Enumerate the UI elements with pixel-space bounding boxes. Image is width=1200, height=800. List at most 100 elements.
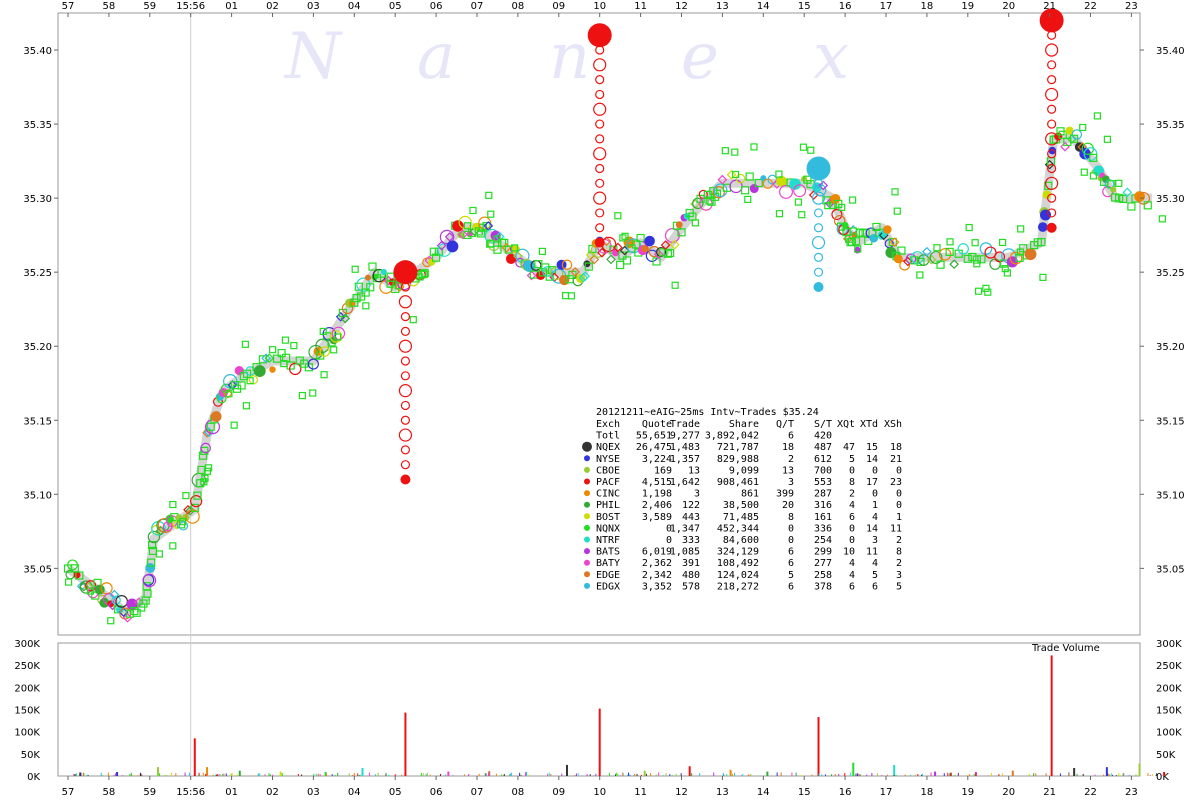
x-tick-label-top: 03 [307,1,320,12]
trade-dot-marker [457,231,465,239]
volume-noise-bar [133,774,135,776]
trade-dot-marker [1065,126,1074,135]
trade-square-marker [616,260,625,270]
volume-noise-bar [488,772,490,776]
spike-quote-ring [1047,119,1057,129]
volume-noise-bar [949,773,951,776]
x-tick-label-bottom: 59 [143,787,156,798]
off-exchange-trade-marker [281,336,289,344]
spike-quote-ring [1047,75,1057,85]
table-cell-exch: EDGX [596,581,620,592]
off-exchange-trade-marker [463,222,472,230]
volume-noise-bar [608,772,610,776]
volume-noise-bar [990,772,992,776]
table-cell-xsh: 11 [890,523,902,534]
volume-noise-bar [357,773,359,776]
off-exchange-trade-marker [916,271,924,279]
trade-dot-marker [1048,146,1057,155]
spike-quote-ring [1045,87,1059,102]
volume-noise-bar [726,774,728,776]
table-cell-st: 378 [814,581,832,592]
x-tick-label-top: 05 [389,1,402,12]
table-header-cell: XTd [860,419,878,430]
trade-square-marker [352,294,361,303]
spike-quote-ring [400,326,411,337]
trade-square-marker [916,257,925,267]
x-tick-label-top: 19 [961,1,974,12]
volume-noise-bar [129,774,131,776]
table-cell-trade: 578 [682,581,700,592]
volume-noise-bar [236,774,238,776]
table-cell-exch: Totl [596,431,620,442]
volume-noise-bar [468,774,470,776]
volume-noise-bar [140,773,142,776]
table-cell-quote: 0 [666,535,672,546]
x-tick-label-top: 02 [266,1,279,12]
diamond-marker [808,190,819,200]
x-tick-label-top: 01 [225,1,238,12]
quote-ring-marker [929,251,943,264]
spike-quote-ring [595,134,605,144]
trade-dot-marker [380,268,387,275]
trade-dot-marker [364,274,371,281]
x-tick-label-bottom: 14 [757,787,770,798]
x-tick-label-top: 15:56 [176,1,205,12]
off-exchange-trade-marker [1103,135,1111,143]
table-cell-xsh: 18 [890,442,902,453]
x-tick-label-top: 13 [716,1,729,12]
table-cell-xtd: 4 [872,558,878,569]
volume-bar [79,772,82,776]
off-exchange-trade-marker [493,235,501,243]
diamond-marker [458,229,468,240]
spike-quote-ring [813,223,824,233]
spike-quote-ring [811,191,826,205]
table-cell-xqt: 0 [849,523,855,534]
x-axis-bottom: 57 58 59 15:56 01 02 03 04 05 06 07 08 09 10 11 12 13 14 1… [62,776,1138,798]
off-exchange-trade-marker [351,265,359,273]
table-cell-share: 124,024 [717,570,759,581]
volume-y-tick-label-left: 0K [27,772,40,783]
off-exchange-trade-marker [621,232,629,240]
spike-low-marker [594,237,605,248]
off-exchange-trade-marker [204,464,213,472]
table-cell-xtd: 5 [872,570,878,581]
table-cell-qt: 5 [788,570,794,581]
x-tick-label-top: 09 [552,1,565,12]
volume-y-tick-label-left: 250K [14,661,40,672]
diamond-marker [589,254,600,265]
table-cell-share: 84,600 [723,535,759,546]
off-exchange-trade-marker [849,196,857,204]
trade-dot-marker [446,240,459,253]
x-tick-label-bottom: 21 [1043,787,1056,798]
table-cell-share: 324,129 [717,547,759,558]
volume-noise-bar [216,774,218,776]
x-tick-label-top: 16 [839,1,852,12]
table-cell-trade: 3 [694,489,700,500]
trade-square-marker [193,491,202,500]
off-exchange-trade-marker [893,207,901,215]
trade-dot-marker [556,259,567,270]
volume-noise-bar [377,772,379,776]
trade-square-marker [977,255,986,264]
table-cell-xtd: 17 [866,477,878,488]
trade-dot-marker [452,220,464,232]
y-tick-label-right: 35.35 [1156,120,1185,131]
x-tick-label-top: 58 [103,1,116,12]
table-cell-xqt: 6 [849,512,855,523]
quote-ring-marker [329,330,343,343]
trade-square-marker [1089,153,1098,162]
table-cell-qt: 2 [788,454,794,465]
table-cell-trade: 391 [682,558,700,569]
volume-noise-bar [1045,773,1047,776]
quote-ring-marker [147,530,161,544]
volume-noise-bar [634,774,636,776]
off-exchange-trade-marker [775,170,783,178]
volume-noise-bar [331,774,333,776]
table-cell-quote: 169 [654,465,672,476]
volume-noise-bar [734,772,736,776]
volume-noise-bar [1106,772,1108,776]
x-tick-label-top: 04 [348,1,361,12]
table-cell-quote: 0 [666,523,672,534]
spike-quote-ring [595,75,605,85]
volume-noise-bar [253,775,255,776]
